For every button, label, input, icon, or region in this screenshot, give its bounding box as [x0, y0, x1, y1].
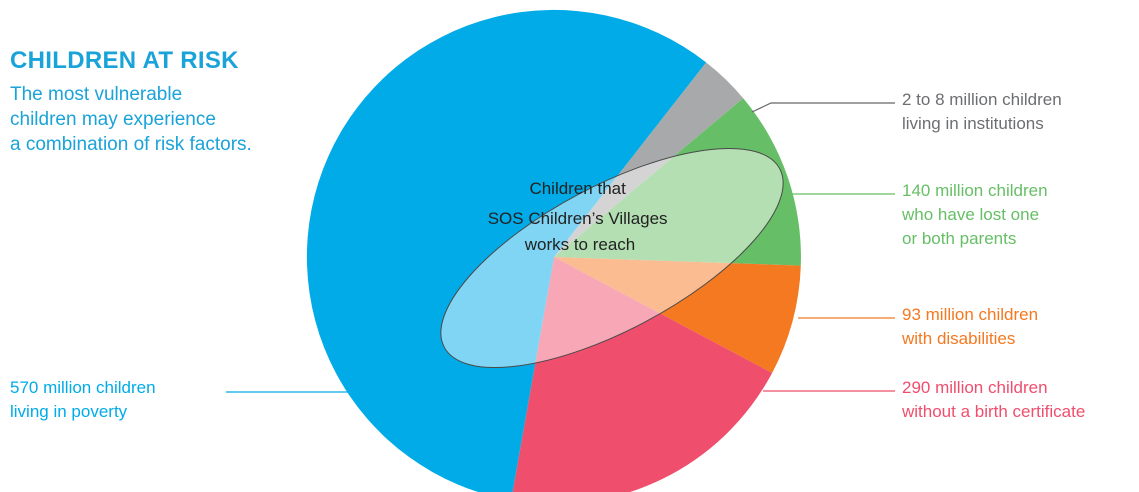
- chart-subtitle: The most vulnerable children may experie…: [10, 82, 340, 157]
- orphans-line-3: or both parents: [902, 229, 1017, 248]
- subtitle-line-1: The most vulnerable: [10, 84, 183, 105]
- overlay-line-1: Children that: [529, 179, 626, 198]
- chart-title: CHILDREN AT RISK: [10, 47, 239, 74]
- poverty-line-1: 570 million children: [10, 378, 156, 397]
- disabilities-line-1: 93 million children: [902, 305, 1039, 324]
- subtitle-line-2: children may experience: [10, 109, 216, 130]
- orphans-line-1: 140 million children: [902, 181, 1048, 200]
- legend-label-poverty: 570 million children living in poverty: [10, 376, 156, 424]
- legend-label-birth-certificate: 290 million children without a birth cer…: [902, 376, 1085, 424]
- legend-label-disabilities: 93 million children with disabilities: [902, 303, 1038, 351]
- subtitle-line-3: a combination of risk factors.: [10, 134, 252, 155]
- leader-line-institutions: [751, 102, 895, 113]
- overlay-line-2: SOS Children’s Villages: [488, 209, 668, 228]
- overlay-line-3: works to reach: [524, 235, 636, 254]
- institutions-line-1: 2 to 8 million children: [902, 90, 1062, 109]
- disabilities-line-2: with disabilities: [902, 329, 1016, 348]
- birth-certificate-line-2: without a birth certificate: [902, 402, 1086, 421]
- legend-label-institutions: 2 to 8 million children living in instit…: [902, 88, 1062, 136]
- birth-certificate-line-1: 290 million children: [902, 378, 1048, 397]
- overlay-label: Children that SOS Children’s Villages wo…: [488, 179, 673, 254]
- legend-label-orphans: 140 million children who have lost one o…: [902, 179, 1048, 251]
- sos-reach-ellipse: [440, 147, 784, 369]
- poverty-line-2: living in poverty: [10, 402, 128, 421]
- orphans-line-2: who have lost one: [902, 205, 1040, 224]
- institutions-line-2: living in institutions: [902, 114, 1044, 133]
